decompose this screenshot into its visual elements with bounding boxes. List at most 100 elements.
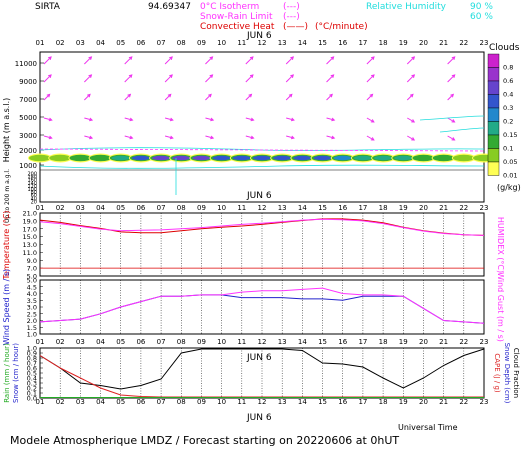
wind-arrow — [326, 93, 333, 101]
wind-arrow — [84, 74, 92, 83]
hour-label: 10 — [217, 39, 226, 47]
y-tick-label: 5.0 — [27, 273, 37, 281]
windgust-ylabel: Wind Gust (m / s) — [496, 272, 505, 342]
hour-label: 02 — [56, 204, 65, 212]
clouds-ylabel-low: Up to 200 m a.g.l. — [4, 169, 11, 223]
wind-arrow — [406, 56, 415, 65]
wind-arrow-head — [129, 117, 134, 122]
hour-label: 22 — [459, 398, 468, 406]
colorbar-tick-label: 0.01 — [503, 172, 517, 180]
cloud-cell-core — [414, 155, 433, 161]
height-tick-label: 140 — [27, 181, 37, 187]
hour-label: 16 — [338, 204, 347, 212]
y-tick-label: 0.3 — [27, 380, 37, 388]
hour-label: 17 — [358, 204, 367, 212]
colorbar-tick-label: 0.2 — [503, 118, 513, 126]
hour-label: 15 — [318, 204, 327, 212]
wind-arrow-head — [331, 117, 336, 122]
wind-arrow — [124, 93, 131, 101]
colorbar-swatch — [487, 94, 500, 109]
x-axis-label: Universal Time — [398, 423, 458, 432]
hour-label: 01 — [36, 204, 45, 212]
wind-arrow-head — [89, 117, 94, 122]
height-tick-label: 20 — [31, 199, 37, 205]
wind-arrow — [447, 74, 456, 83]
hour-label: 15 — [318, 338, 327, 346]
hour-label: 18 — [379, 204, 388, 212]
site-coords: 94.69347 — [148, 2, 191, 12]
y-tick-label: 4.5 — [27, 283, 37, 291]
cloud-cell-core — [91, 155, 110, 161]
humidex-ylabel: HUMIDEX (°C) — [496, 217, 505, 273]
wind-arrow — [205, 135, 214, 139]
wind-arrow-head — [88, 74, 93, 78]
colorbar-tick-label: 0.05 — [503, 158, 517, 166]
wind-arrow-head — [128, 74, 133, 78]
colorbar-swatch — [487, 107, 500, 122]
hour-label: 12 — [258, 39, 267, 47]
wind-arrow — [245, 93, 252, 101]
hour-label: 10 — [217, 204, 226, 212]
wind-arrow-head — [48, 117, 53, 122]
hour-label: 05 — [116, 39, 125, 47]
wind-arrow — [447, 135, 455, 141]
cloud-cell-core — [394, 155, 413, 161]
wind-arrow-head — [329, 93, 333, 98]
hour-label: 01 — [36, 39, 45, 47]
y-tick-label: 4.0 — [27, 290, 37, 298]
wind-arrow-head — [290, 135, 295, 140]
hour-label: 20 — [419, 204, 428, 212]
cloud-cell-core — [71, 155, 90, 161]
height-tick-label: 5000 — [19, 114, 37, 122]
hour-label: 10 — [217, 398, 226, 406]
y-tick-label: 0.8 — [27, 355, 37, 363]
freezing-level-line — [39, 148, 485, 152]
rh-contour-upper — [419, 115, 485, 133]
clouds-colorbar: Clouds 0.8 0.6 0.4 0.3 0.2 0.15 0.1 0.05 0.01 (g… — [487, 43, 521, 192]
wind-arrow-head — [250, 135, 255, 140]
hour-label: 20 — [419, 338, 428, 346]
wind-arrow — [245, 74, 254, 83]
hour-label: 18 — [379, 338, 388, 346]
y-tick-label: 0.5 — [27, 370, 37, 378]
hour-label: 14 — [298, 338, 307, 346]
hour-label: 04 — [96, 204, 105, 212]
y-tick-label: 7.0 — [27, 265, 37, 273]
height-tick-label: 9000 — [19, 78, 37, 86]
cloud-cell-core — [131, 155, 150, 161]
wind-arrow-head — [409, 93, 414, 98]
hour-label: 06 — [136, 204, 145, 212]
header-legend: 0°C Isotherm (---) Snow-Rain Limit (---)… — [200, 2, 493, 32]
wind-arrow-head — [290, 56, 294, 60]
wind-arrow-head — [411, 137, 416, 141]
colorbar-swatch — [487, 148, 500, 163]
legend-rh-60: 60 % — [470, 12, 493, 22]
hour-label: 03 — [76, 398, 85, 406]
hour-label: 05 — [116, 398, 125, 406]
wind-arrow — [245, 117, 254, 121]
hour-label: 17 — [358, 398, 367, 406]
hour-label: 23 — [480, 338, 489, 346]
hour-label: 13 — [278, 338, 287, 346]
legend-snowrain-label: Snow-Rain Limit — [200, 12, 273, 22]
colorbar-swatch — [487, 80, 500, 95]
wind-arrow-head — [169, 135, 174, 140]
wind-arrow-head — [127, 93, 132, 98]
hour-label: 03 — [76, 338, 85, 346]
wind-arrow-head — [450, 93, 455, 98]
wind-arrow-head — [411, 119, 416, 123]
colorbar-tick-label: 0.1 — [503, 145, 513, 153]
wind-arrow — [43, 117, 52, 121]
wind-arrow-head — [48, 56, 52, 60]
y-tick-label: 2.0 — [27, 317, 37, 325]
wind-arrow — [406, 74, 415, 83]
wind-arrow-head — [169, 74, 173, 78]
wind-arrow — [326, 117, 335, 121]
colorbar-swatch — [487, 121, 500, 136]
wind-arrow — [285, 93, 293, 101]
y-tick-label: 0.2 — [27, 385, 37, 393]
hour-label: 19 — [399, 39, 408, 47]
colorbar-swatch — [487, 161, 500, 176]
cape-ylabel: CAPE (J / g) — [493, 353, 501, 393]
wind-arrow-head — [248, 93, 253, 98]
